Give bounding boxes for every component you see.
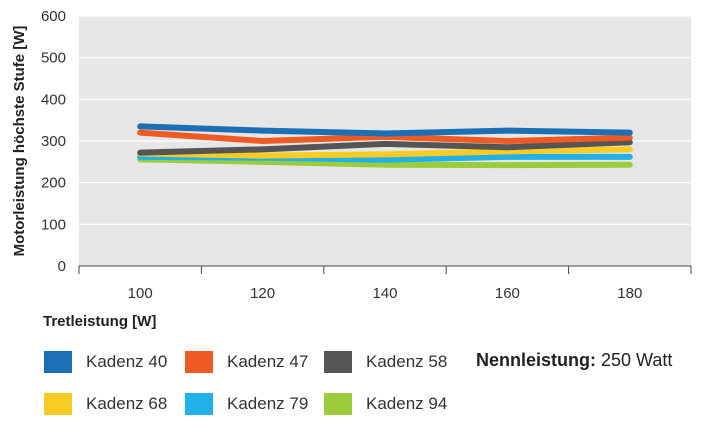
y-tick-label: 100	[41, 216, 66, 233]
y-tick-label: 0	[58, 258, 66, 275]
legend-item: Kadenz 40	[44, 348, 167, 376]
x-tick-label: 160	[495, 285, 520, 302]
nennleistung-label: Nennleistung:	[476, 350, 596, 370]
legend-item: Kadenz 94	[324, 390, 447, 418]
series-line-kadenz-94	[137, 156, 633, 169]
legend-label: Kadenz 40	[86, 352, 168, 371]
series-line-kadenz-40	[137, 123, 633, 137]
legend-item: Kadenz 79	[185, 390, 308, 418]
y-axis-title: Motorleistung höchste Stufe [W]	[11, 26, 28, 257]
nennleistung-note: Nennleistung: 250 Watt	[476, 350, 672, 371]
legend-swatch	[324, 393, 352, 415]
x-axis-title: Tretleistung [W]	[43, 313, 156, 330]
nennleistung-value: 250 Watt	[596, 350, 673, 370]
series-lines	[137, 123, 633, 169]
y-tick-label: 200	[41, 175, 66, 192]
x-tick-label: 180	[617, 285, 642, 302]
y-tick-label: 300	[41, 133, 66, 150]
line-chart: 0 100 200 300 400 500 600 100 120 140 160 180 Moto…	[11, 8, 692, 330]
y-tick-label: 600	[41, 8, 66, 25]
legend-swatch	[44, 351, 72, 373]
y-axis-ticks: 0 100 200 300 400 500 600	[41, 8, 66, 275]
series-line-kadenz-47	[137, 129, 633, 144]
x-tick-label: 140	[372, 285, 397, 302]
legend: Kadenz 40 Kadenz 47 Kadenz 58 Kadenz 68 Kade…	[44, 346, 464, 422]
x-tick-label: 120	[250, 285, 275, 302]
legend-item: Kadenz 47	[185, 348, 308, 376]
x-tick-label: 100	[128, 285, 153, 302]
legend-label: Kadenz 68	[86, 394, 168, 413]
series-line-kadenz-68	[137, 146, 633, 159]
series-line-kadenz-58	[137, 139, 633, 156]
legend-swatch	[185, 393, 213, 415]
legend-label: Kadenz 47	[227, 352, 309, 371]
y-tick-label: 500	[41, 50, 66, 67]
legend-label: Kadenz 58	[366, 352, 448, 371]
legend-label: Kadenz 94	[366, 394, 448, 413]
legend-item: Kadenz 58	[324, 348, 447, 376]
legend-swatch	[44, 393, 72, 415]
y-tick-label: 400	[41, 91, 66, 108]
legend-item: Kadenz 68	[44, 390, 167, 418]
legend-swatch	[324, 351, 352, 373]
x-axis-ticks: 100 120 140 160 180	[78, 266, 692, 302]
legend-label: Kadenz 79	[227, 394, 309, 413]
legend-swatch	[185, 351, 213, 373]
